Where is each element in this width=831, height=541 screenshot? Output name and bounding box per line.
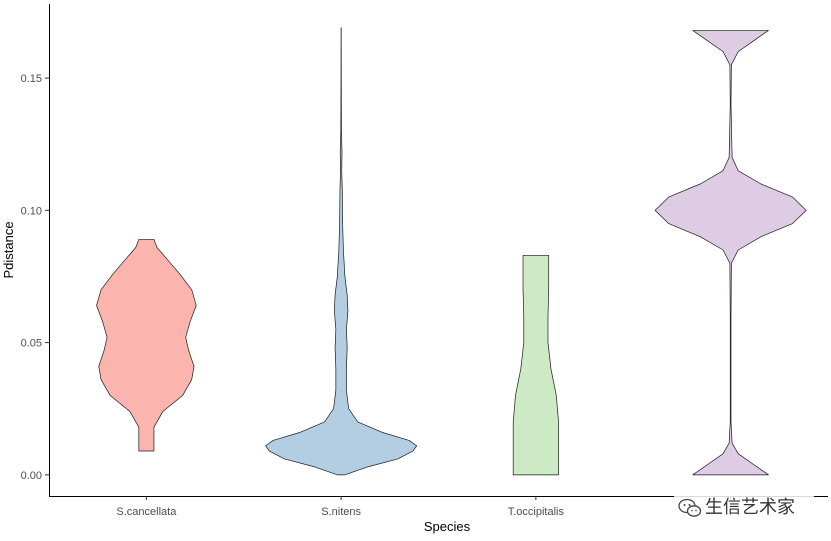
x-tick-label: T.occipitalis	[508, 506, 565, 518]
violin-3	[512, 254, 559, 476]
x-tick-label: S.cancellata	[116, 506, 177, 518]
y-tick-label: 0.10	[21, 205, 42, 217]
violin-4	[654, 30, 807, 476]
watermark-text: 生信艺术家	[705, 497, 795, 518]
violin-2	[265, 27, 418, 476]
violin-1	[96, 239, 197, 452]
x-tick-label: S.nitens	[321, 506, 361, 518]
y-tick-label: 0.05	[21, 338, 42, 350]
y-axis-title: Pdistance	[1, 221, 16, 278]
y-tick-label: 0.15	[21, 73, 42, 85]
x-axis-title: Species	[424, 519, 471, 534]
y-tick-label: 0.00	[21, 470, 42, 482]
violins	[96, 27, 807, 476]
wechat-icon	[678, 498, 702, 517]
watermark: 生信艺术家	[674, 491, 814, 525]
y-ticks: 0.00 0.05 0.10 0.15	[21, 73, 49, 482]
x-ticks: S.cancellata S.nitens T.occipitalis	[116, 496, 732, 518]
